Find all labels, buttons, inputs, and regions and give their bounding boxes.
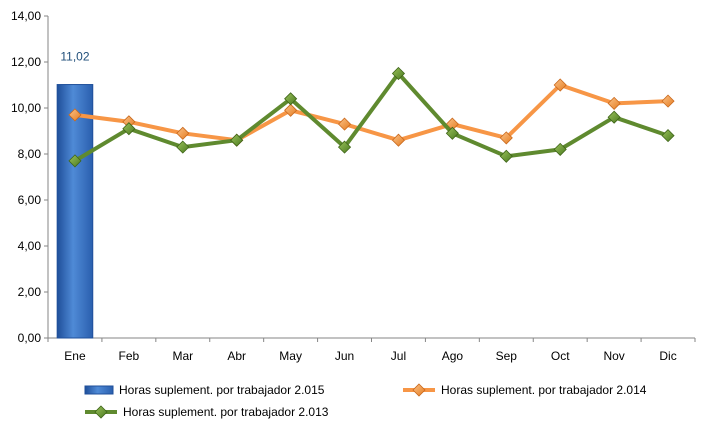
x-tick-label: Mar (172, 349, 193, 363)
line-layer (68, 66, 675, 168)
series-point (122, 122, 136, 136)
series-point (176, 140, 190, 154)
data-label: 11,02 (60, 50, 89, 64)
x-tick-label: Ene (64, 349, 86, 363)
y-tick-label: 10,00 (11, 101, 41, 115)
series-point (553, 78, 567, 92)
y-tick-label: 14,00 (11, 9, 41, 23)
series-point (337, 140, 352, 154)
series-point (445, 126, 459, 140)
y-tick-label: 0,00 (18, 331, 42, 345)
series-point (284, 92, 298, 106)
x-tick-label: Ago (442, 349, 464, 363)
series-point (230, 133, 244, 147)
series-point (607, 110, 621, 124)
series-point (68, 108, 82, 122)
x-tick-label: Sep (496, 349, 518, 363)
x-tick-label: Jul (391, 349, 406, 363)
series-point (284, 103, 298, 117)
bar-layer (56, 84, 94, 339)
y-tick-label: 12,00 (11, 55, 41, 69)
series-point (176, 126, 190, 140)
series-point (68, 154, 82, 168)
y-tick-label: 2,00 (18, 285, 42, 299)
x-tick-label: Abr (227, 349, 246, 363)
series-line (72, 71, 671, 163)
y-tick-label: 8,00 (18, 147, 42, 161)
x-tick-label: Jun (335, 349, 354, 363)
series-point (607, 96, 621, 110)
axis-layer: 0,00 2,00 4,00 6,00 8,00 10,00 12,00 14,00 Ene Fe… (11, 9, 696, 363)
series-point (391, 66, 406, 81)
x-tick-label: Oct (551, 349, 570, 363)
series-point (661, 94, 675, 108)
x-tick-label: Nov (603, 349, 624, 363)
label-layer: 11,02 (60, 50, 89, 64)
x-tick-label: Dic (659, 349, 676, 363)
series-point (391, 133, 406, 147)
series-line (72, 83, 671, 143)
x-tick-label: May (279, 349, 302, 363)
series-point (499, 131, 513, 145)
bar (56, 84, 94, 339)
y-tick-label: 4,00 (18, 239, 42, 253)
series-point (499, 149, 513, 163)
series-point (661, 129, 675, 143)
y-tick-label: 6,00 (18, 193, 42, 207)
series-point (337, 117, 352, 131)
series-point (553, 142, 567, 156)
x-tick-label: Feb (119, 349, 140, 363)
